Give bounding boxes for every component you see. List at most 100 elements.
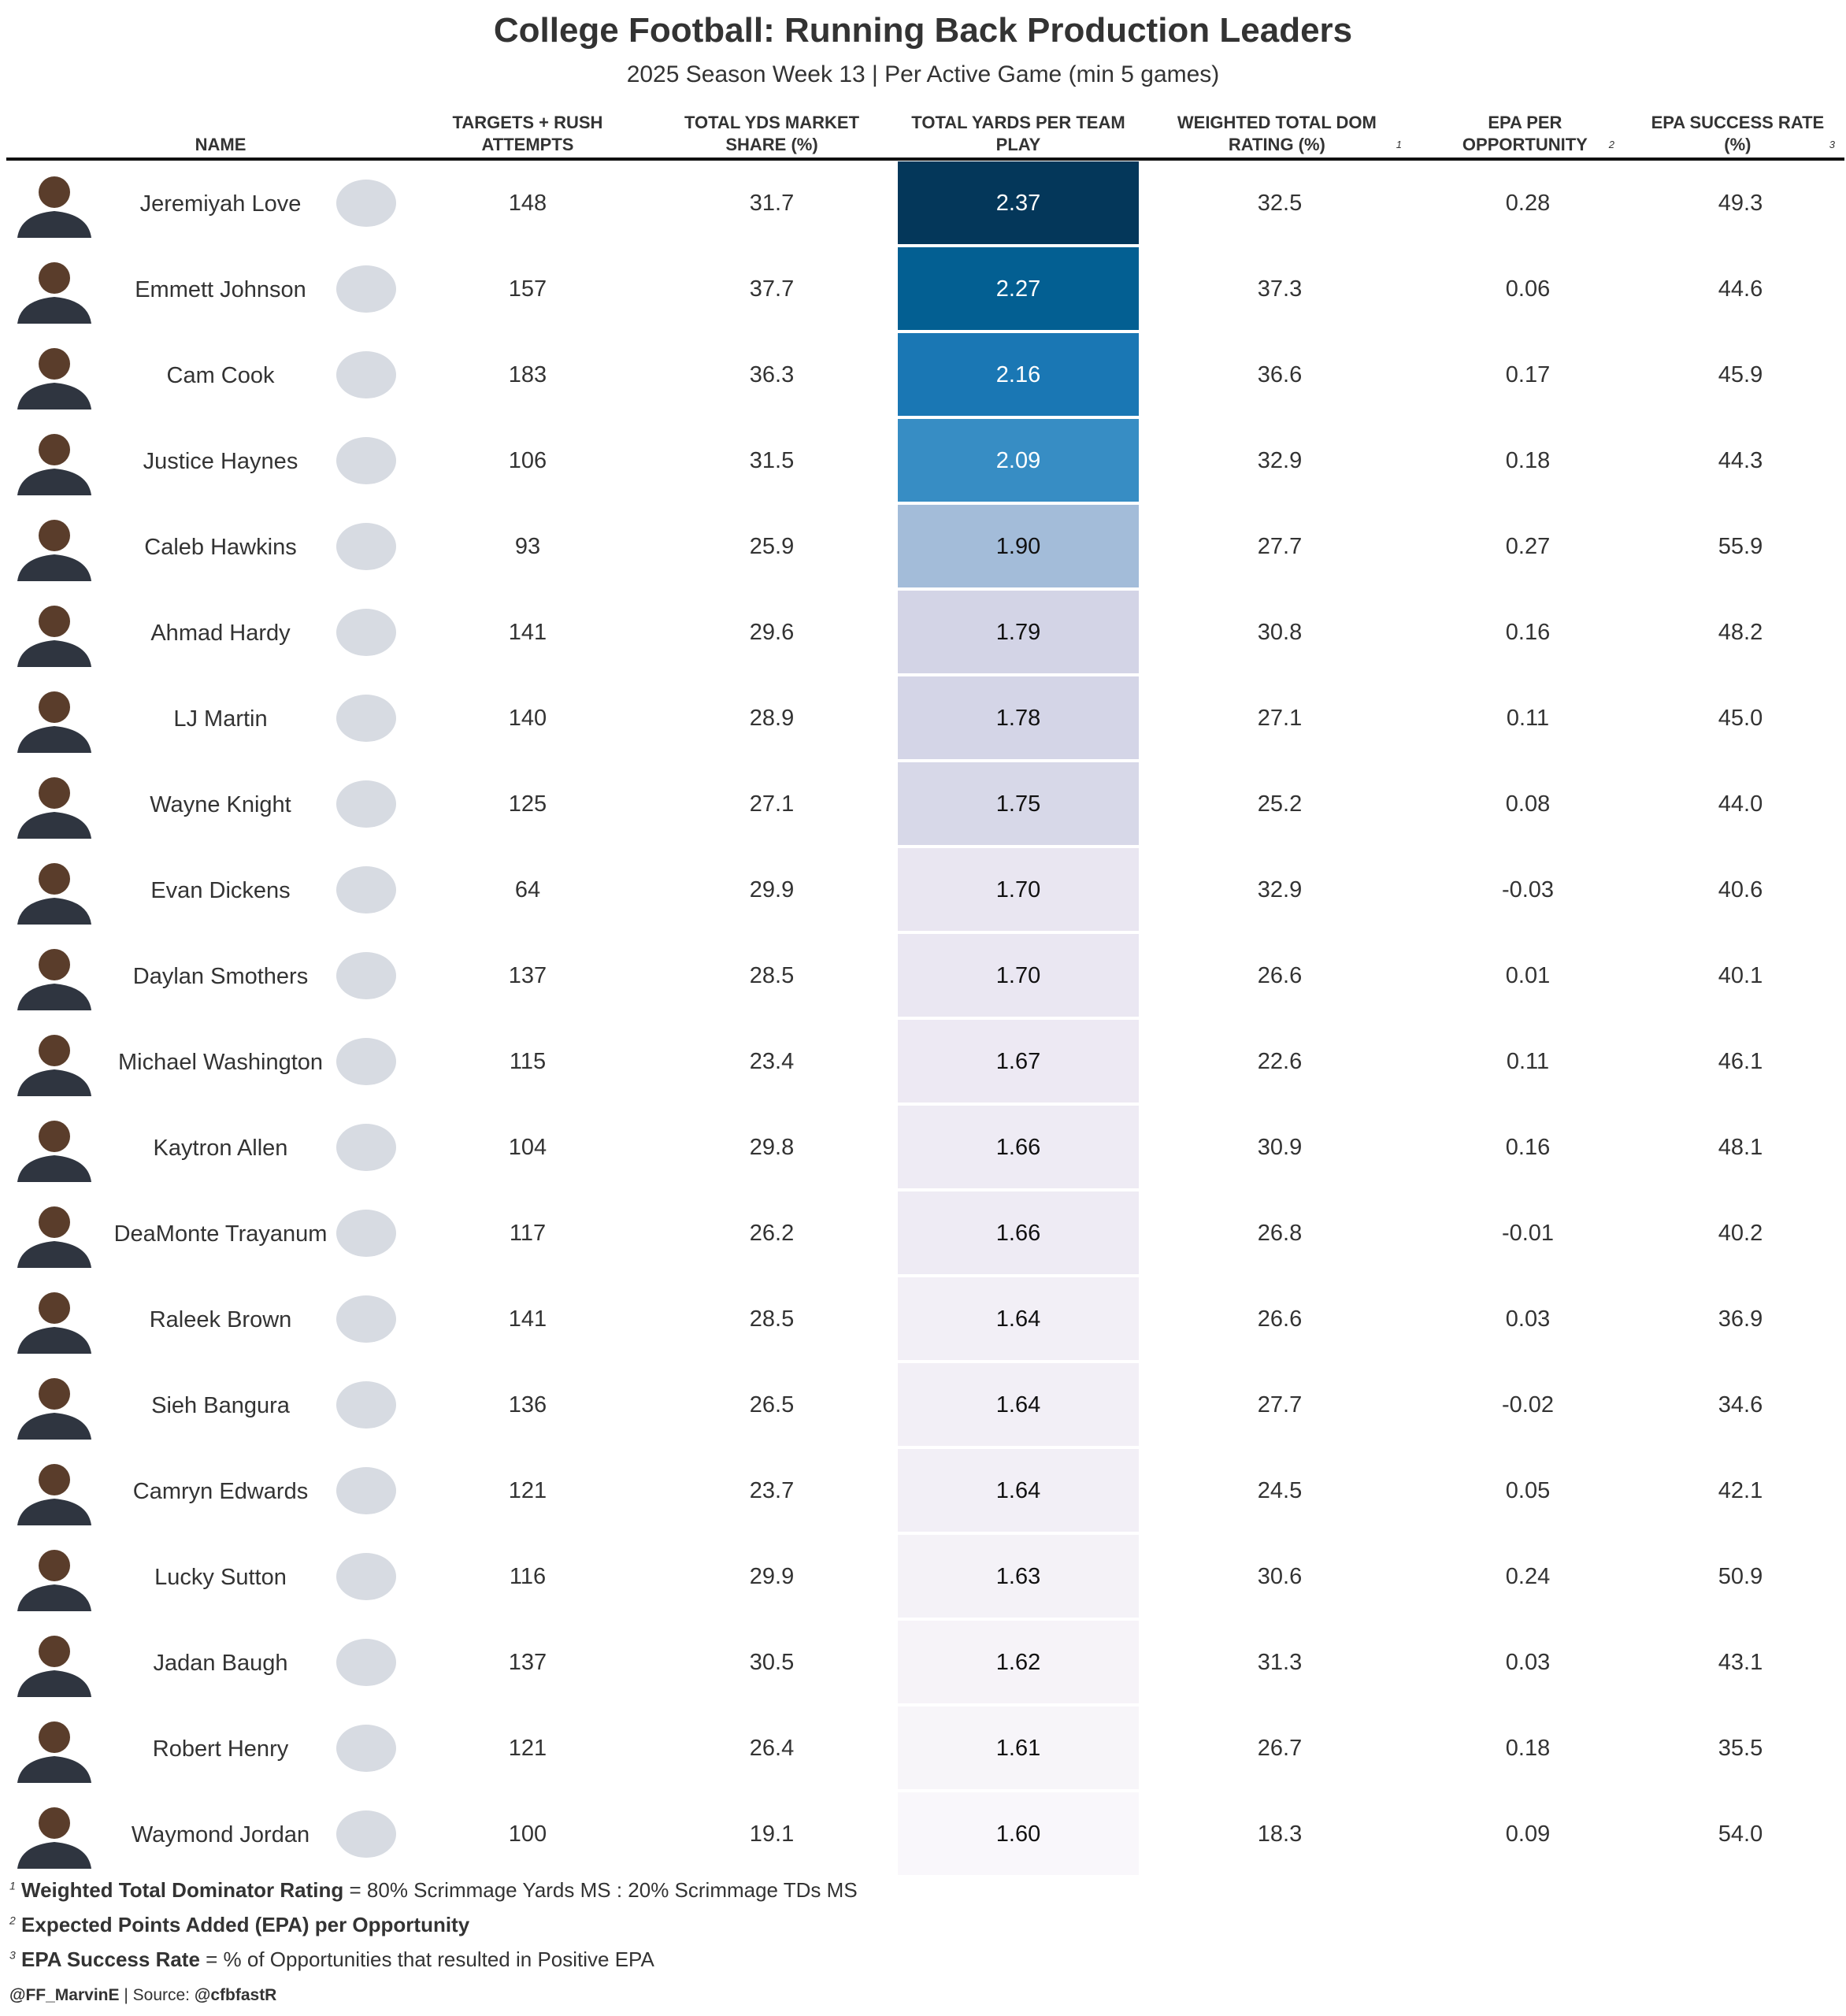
cell-dom: 37.3 bbox=[1257, 276, 1303, 302]
cell-ms: 31.5 bbox=[749, 448, 795, 473]
cell-attempts: 183 bbox=[508, 362, 547, 387]
heat-cell bbox=[898, 762, 1139, 845]
heat-cell bbox=[898, 247, 1139, 330]
player-photo bbox=[11, 1114, 98, 1182]
heat-cell bbox=[898, 934, 1139, 1017]
cell-ypp: 1.62 bbox=[995, 1650, 1041, 1675]
cell-dom: 32.9 bbox=[1257, 877, 1303, 902]
player-photo bbox=[11, 1372, 98, 1440]
player-photo bbox=[11, 1458, 98, 1525]
cell-epa: 0.27 bbox=[1505, 534, 1551, 559]
cell-ypp: 1.70 bbox=[995, 963, 1041, 988]
cell-epa: 0.11 bbox=[1506, 1049, 1550, 1074]
florida-logo bbox=[331, 1631, 402, 1694]
cell-dom: 32.9 bbox=[1257, 448, 1303, 473]
cell-ms: 29.9 bbox=[749, 877, 795, 902]
cell-ms: 26.2 bbox=[749, 1221, 795, 1246]
header-market-share: TOTAL YDS MARKET SHARE (%) bbox=[684, 113, 860, 154]
footnote-3: 3 EPA Success Rate = % of Opportunities … bbox=[9, 1947, 654, 1971]
cell-ms: 36.3 bbox=[749, 362, 795, 387]
cell-attempts: 121 bbox=[508, 1478, 547, 1503]
michigan-logo bbox=[331, 429, 402, 492]
cell-ypp: 1.66 bbox=[995, 1221, 1041, 1246]
cell-ms: 29.9 bbox=[749, 1564, 795, 1589]
cell-ms: 25.9 bbox=[749, 534, 795, 559]
cell-epa: 0.18 bbox=[1505, 448, 1551, 473]
cell-ypp: 1.60 bbox=[995, 1821, 1041, 1847]
credit-line: @FF_MarvinE | Source: @cfbfastR bbox=[9, 1986, 277, 2004]
player-name: Daylan Smothers bbox=[132, 963, 309, 989]
cell-dom: 36.6 bbox=[1257, 362, 1303, 387]
cell-ypp: 1.78 bbox=[995, 706, 1041, 731]
cell-attempts: 141 bbox=[508, 620, 547, 645]
cell-ms: 29.8 bbox=[749, 1135, 795, 1160]
cell-sr: 40.6 bbox=[1718, 877, 1763, 902]
cell-sr: 54.0 bbox=[1718, 1821, 1763, 1847]
cell-epa: 0.16 bbox=[1505, 1135, 1551, 1160]
player-photo bbox=[11, 685, 98, 753]
table-row: Ahmad Hardy 141 29.6 1.79 30.8 0.16 48.2 bbox=[0, 590, 1846, 676]
chart-title: College Football: Running Back Productio… bbox=[493, 11, 1353, 50]
cell-ms: 31.7 bbox=[749, 191, 795, 216]
player-name: Justice Haynes bbox=[143, 448, 298, 474]
heat-cell bbox=[898, 1707, 1139, 1789]
cell-ypp: 1.67 bbox=[995, 1049, 1041, 1074]
cell-dom: 27.7 bbox=[1257, 534, 1303, 559]
player-name: Robert Henry bbox=[152, 1736, 289, 1762]
cell-attempts: 140 bbox=[508, 706, 547, 731]
heat-cell bbox=[898, 1792, 1139, 1875]
arizona-state-logo bbox=[331, 1288, 402, 1351]
heat-cell bbox=[898, 591, 1139, 673]
cell-epa: 0.06 bbox=[1505, 276, 1551, 302]
cell-attempts: 157 bbox=[508, 276, 547, 302]
cell-sr: 35.5 bbox=[1718, 1736, 1763, 1761]
uconn-logo bbox=[331, 1459, 402, 1522]
cell-ypp: 1.63 bbox=[995, 1564, 1041, 1589]
cell-attempts: 117 bbox=[509, 1221, 547, 1246]
cell-sr: 36.9 bbox=[1718, 1306, 1763, 1332]
cell-epa: 0.08 bbox=[1505, 791, 1551, 817]
player-photo bbox=[11, 342, 98, 410]
player-name: Emmett Johnson bbox=[135, 276, 306, 302]
player-name: Ahmad Hardy bbox=[150, 620, 291, 646]
jmu-logo bbox=[331, 773, 402, 836]
cell-epa: 0.17 bbox=[1505, 362, 1551, 387]
table-row: Justice Haynes 106 31.5 2.09 32.9 0.18 44.3 bbox=[0, 418, 1846, 504]
player-photo bbox=[11, 1715, 98, 1783]
table-row: Caleb Hawkins 93 25.9 1.90 27.7 0.27 55.9 bbox=[0, 504, 1846, 590]
nebraska-logo bbox=[331, 258, 402, 321]
player-photo bbox=[11, 256, 98, 324]
cell-dom: 31.3 bbox=[1257, 1650, 1303, 1675]
cell-ypp: 1.90 bbox=[995, 534, 1041, 559]
cell-ypp: 1.64 bbox=[995, 1478, 1041, 1503]
header-dom-rating: WEIGHTED TOTAL DOM RATING (%) 1 bbox=[1177, 113, 1402, 154]
heat-cell bbox=[898, 1106, 1139, 1188]
player-photo bbox=[11, 771, 98, 839]
san-diego-state-logo bbox=[331, 1545, 402, 1608]
heat-cell bbox=[898, 1449, 1139, 1532]
table-row: Lucky Sutton 116 29.9 1.63 30.6 0.24 50.9 bbox=[0, 1534, 1846, 1620]
header-rule bbox=[6, 158, 1844, 161]
cell-ypp: 1.64 bbox=[995, 1392, 1041, 1418]
player-photo bbox=[11, 513, 98, 581]
cell-ypp: 1.64 bbox=[995, 1306, 1041, 1332]
cell-ypp: 2.16 bbox=[995, 362, 1041, 387]
cell-ypp: 2.27 bbox=[995, 276, 1041, 302]
player-photo bbox=[11, 599, 98, 667]
cell-epa: 0.24 bbox=[1505, 1564, 1551, 1589]
footnote-1: 1 Weighted Total Dominator Rating = 80% … bbox=[9, 1878, 858, 1902]
cell-attempts: 104 bbox=[508, 1135, 547, 1160]
chart-subtitle: 2025 Season Week 13 | Per Active Game (m… bbox=[626, 61, 1220, 87]
cell-attempts: 125 bbox=[508, 791, 547, 817]
cell-sr: 46.1 bbox=[1718, 1049, 1763, 1074]
cell-attempts: 93 bbox=[514, 534, 541, 559]
heat-cell bbox=[898, 161, 1139, 244]
cell-sr: 45.0 bbox=[1718, 706, 1763, 731]
cell-ms: 28.5 bbox=[749, 963, 795, 988]
cell-epa: 0.03 bbox=[1505, 1306, 1551, 1332]
cell-sr: 50.9 bbox=[1718, 1564, 1763, 1589]
heat-cell bbox=[898, 333, 1139, 416]
cell-epa: 0.09 bbox=[1505, 1821, 1551, 1847]
player-name: Jadan Baugh bbox=[153, 1650, 288, 1676]
player-name: Michael Washington bbox=[117, 1049, 324, 1075]
